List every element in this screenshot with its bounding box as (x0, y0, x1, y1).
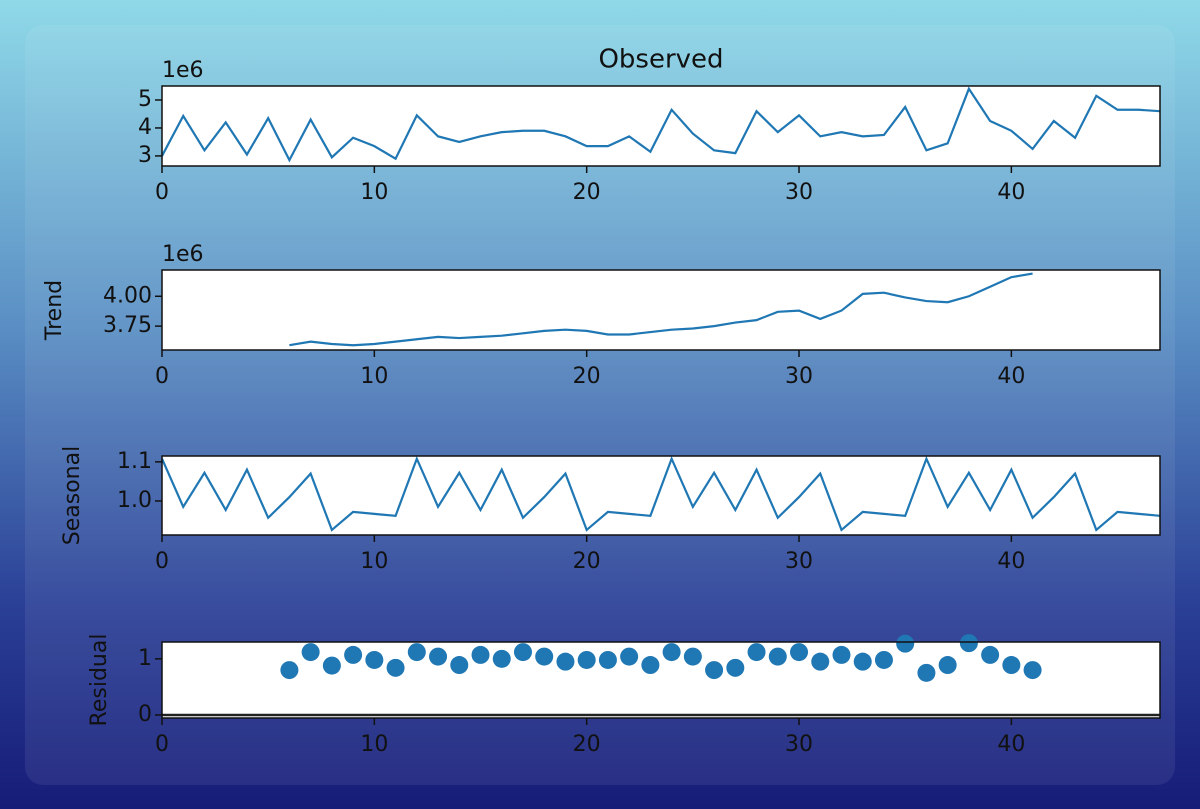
x-tick-label: 20 (573, 549, 601, 574)
point (471, 645, 490, 664)
y-axis-label: Residual (87, 634, 112, 727)
y-axis-label: Seasonal (60, 446, 85, 545)
x-tick-label: 40 (997, 732, 1025, 757)
y-tick-label: 0 (138, 702, 152, 727)
x-tick-label: 20 (573, 180, 601, 205)
y-axis-label: Trend (42, 280, 67, 341)
point (726, 658, 745, 677)
point (1023, 661, 1042, 680)
y-tick-label: 3 (138, 143, 152, 168)
point (556, 652, 575, 671)
offset-label: 1e6 (162, 242, 204, 267)
x-tick-label: 0 (155, 180, 169, 205)
point (896, 634, 915, 653)
point (450, 656, 469, 675)
series-line (161, 86, 1161, 163)
plot-frame (161, 455, 1161, 536)
plot-frame (161, 85, 1161, 167)
y-tick-label: 1.1 (117, 449, 152, 474)
y-tick-label: 3.75 (103, 313, 152, 338)
x-tick-label: 0 (155, 549, 169, 574)
x-tick-label: 20 (573, 732, 601, 757)
series-line (289, 272, 1033, 347)
point (407, 643, 426, 662)
y-tick-label: 4 (138, 115, 152, 140)
point (662, 643, 681, 662)
y-tick-label: 4.00 (103, 283, 152, 308)
x-tick-label: 30 (785, 364, 813, 389)
y-tick-label: 1 (138, 646, 152, 671)
x-tick-label: 0 (155, 732, 169, 757)
point (513, 643, 532, 662)
plot-area (162, 270, 1160, 350)
point (874, 650, 893, 669)
x-tick-label: 30 (785, 549, 813, 574)
point (938, 656, 957, 675)
point (386, 658, 405, 677)
point (832, 645, 851, 664)
point (577, 650, 596, 669)
x-tick-label: 10 (360, 549, 388, 574)
point (811, 652, 830, 671)
point (598, 650, 617, 669)
point (790, 643, 809, 662)
x-tick-label: 10 (360, 180, 388, 205)
chart-title: Observed (598, 45, 723, 75)
x-tick-label: 30 (785, 732, 813, 757)
point (280, 661, 299, 680)
x-tick-label: 40 (997, 180, 1025, 205)
point (683, 647, 702, 666)
point (301, 643, 320, 662)
x-tick-label: 40 (997, 364, 1025, 389)
x-tick-label: 40 (997, 549, 1025, 574)
plot-frame (161, 269, 1161, 351)
point (620, 647, 639, 666)
point (917, 663, 936, 682)
y-tick-label: 1.0 (117, 488, 152, 513)
point (853, 652, 872, 671)
point (365, 650, 384, 669)
plot-area (162, 456, 1160, 535)
x-tick-label: 10 (360, 364, 388, 389)
point (322, 656, 341, 675)
point (641, 656, 660, 675)
point (959, 634, 978, 653)
point (492, 649, 511, 668)
point (705, 661, 724, 680)
point (747, 643, 766, 662)
y-tick-label: 5 (138, 87, 152, 112)
plot-frame (161, 641, 1161, 719)
x-tick-label: 0 (155, 364, 169, 389)
x-tick-label: 30 (785, 180, 813, 205)
point (981, 645, 1000, 664)
series-line (160, 455, 1161, 532)
x-tick-label: 20 (573, 364, 601, 389)
x-tick-label: 10 (360, 732, 388, 757)
point (1002, 656, 1021, 675)
point (535, 647, 554, 666)
point (429, 647, 448, 666)
plot-area (162, 86, 1160, 166)
point (344, 645, 363, 664)
point (768, 647, 787, 666)
offset-label: 1e6 (162, 58, 204, 83)
